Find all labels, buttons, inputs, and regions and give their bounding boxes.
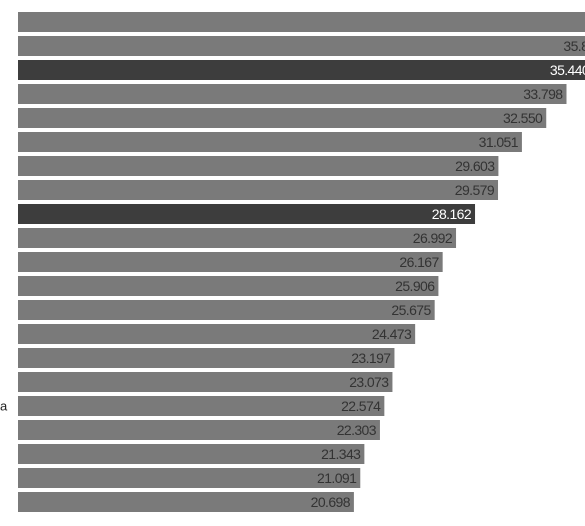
- value-label: 35.83: [563, 38, 585, 54]
- value-label: 23.073: [349, 374, 389, 390]
- bar: [18, 156, 499, 176]
- bar: [18, 84, 567, 104]
- value-label: 32.550: [503, 110, 543, 126]
- value-label: 28.162: [432, 206, 472, 222]
- value-label: 33.798: [523, 86, 563, 102]
- bar: [18, 372, 393, 392]
- value-label: 26.167: [399, 254, 439, 270]
- bar: [18, 396, 385, 416]
- bar: [18, 12, 585, 32]
- value-label: 21.343: [321, 446, 361, 462]
- bar: [18, 468, 361, 488]
- bar: [18, 36, 585, 56]
- value-label: 31.051: [479, 134, 519, 150]
- bar: [18, 300, 435, 320]
- bar: [18, 324, 416, 344]
- bar: [18, 60, 585, 80]
- bar: [18, 252, 443, 272]
- value-label: 29.603: [455, 158, 495, 174]
- value-label: 25.906: [395, 278, 435, 294]
- category-label: a: [0, 399, 8, 414]
- bar: [18, 420, 380, 440]
- bar: [18, 348, 395, 368]
- bar: [18, 276, 439, 296]
- bar: [18, 204, 476, 224]
- bar: [18, 444, 365, 464]
- value-label: 35.440: [550, 62, 585, 78]
- value-label: 24.473: [372, 326, 412, 342]
- bar: [18, 108, 547, 128]
- value-label: 20.698: [311, 494, 351, 510]
- value-label: 21.091: [317, 470, 357, 486]
- bar: [18, 492, 354, 512]
- bar: [18, 132, 522, 152]
- bar: [18, 180, 499, 200]
- value-label: 26.992: [413, 230, 453, 246]
- value-label: 22.574: [341, 398, 381, 414]
- value-label: 25.675: [391, 302, 431, 318]
- value-label: 23.197: [351, 350, 391, 366]
- value-label: 29.579: [455, 182, 495, 198]
- value-label: 22.303: [337, 422, 377, 438]
- bar: [18, 228, 457, 248]
